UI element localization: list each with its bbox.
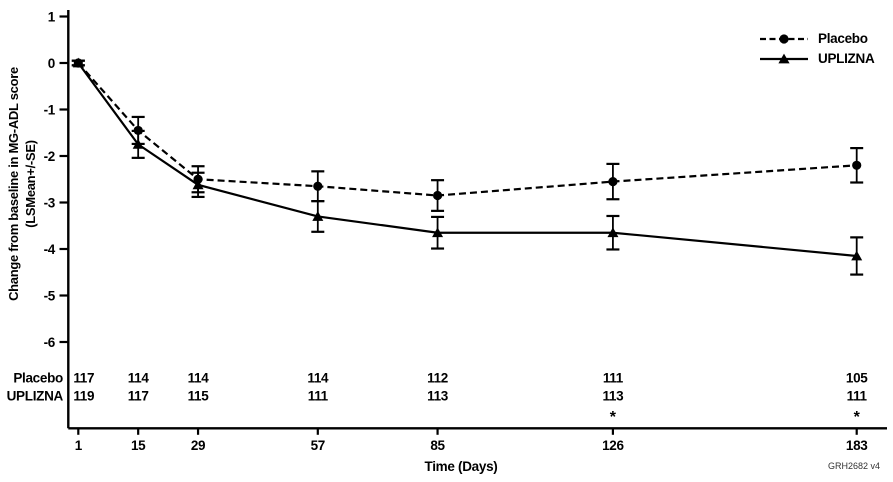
n-at-risk-value: 113 [427, 389, 449, 404]
placebo-point-marker [313, 181, 323, 191]
y-axis-title-line1: Change from baseline in MG-ADL score [6, 67, 21, 301]
x-tick-label: 57 [311, 438, 325, 453]
n-at-risk-value: 111 [847, 389, 868, 404]
figure-version-id: GRH2682 v4 [827, 461, 880, 471]
n-at-risk-value: 105 [846, 371, 868, 386]
n-at-risk-value: 115 [188, 389, 210, 404]
placebo-point-marker [608, 176, 618, 187]
y-axis-title: Change from baseline in MG-ADL score (LS… [5, 67, 39, 301]
y-tick-label: -1 [44, 102, 56, 117]
y-tick-label: 1 [48, 9, 56, 24]
placebo-point-marker [432, 190, 443, 201]
y-tick-label: -2 [44, 149, 55, 164]
significance-asterisk: * [854, 409, 861, 426]
placebo-point-marker [193, 174, 203, 184]
n-at-risk-value: 117 [73, 371, 94, 386]
uplizna-point-marker [72, 57, 84, 68]
legend-item-uplizna: UPLIZNA [759, 51, 875, 66]
n-at-risk-value: 111 [603, 371, 624, 386]
n-at-risk-value: 114 [188, 371, 210, 386]
legend-item-placebo: Placebo [759, 31, 874, 46]
n-at-risk-value: 114 [128, 371, 150, 386]
uplizna-line [77, 62, 857, 258]
y-axis-title-line2: (LSMean+/-SE) [23, 140, 38, 228]
x-tick-label: 126 [602, 438, 624, 453]
y-tick-label: -6 [44, 335, 56, 350]
x-tick-label: 183 [846, 438, 868, 453]
y-tick-label: -4 [44, 242, 56, 257]
legend-label-uplizna: UPLIZNA [818, 51, 875, 66]
x-axis-title: Time (Days) [424, 459, 498, 474]
n-at-risk-value: 117 [128, 389, 149, 404]
y-tick-label: 0 [48, 56, 55, 71]
y-tick-label: -3 [44, 195, 56, 210]
uplizna-point-marker [851, 250, 863, 261]
x-tick-label: 85 [430, 438, 445, 453]
placebo-point-marker [133, 125, 143, 136]
placebo-point-marker [852, 160, 862, 170]
n-at-risk-value: 114 [307, 371, 329, 386]
x-tick-label: 15 [131, 438, 146, 453]
n-row-label-uplizna: UPLIZNA [7, 389, 64, 404]
solid-line-triangle-marker-icon [760, 53, 808, 63]
uplizna-point-marker [607, 227, 619, 238]
x-tick-label: 1 [75, 438, 83, 453]
n-at-risk-value: 119 [73, 389, 94, 404]
uplizna-point-marker [312, 211, 324, 221]
legend-label-placebo: Placebo [818, 31, 868, 46]
placebo-line [77, 62, 857, 197]
x-tick-label: 29 [191, 438, 205, 453]
uplizna-point-marker [432, 227, 444, 238]
n-at-risk-value: 112 [427, 371, 448, 386]
n-at-risk-value: 113 [602, 389, 624, 404]
uplizna-point-marker [192, 179, 204, 190]
significance-asterisk: * [610, 409, 617, 426]
legend: Placebo UPLIZNA [759, 31, 875, 66]
n-at-risk-value: 111 [308, 389, 329, 404]
uplizna-point-marker [132, 138, 144, 149]
n-row-label-placebo: Placebo [13, 371, 63, 386]
dashed-line-circle-marker-icon [760, 33, 808, 44]
y-tick-label: -5 [44, 288, 56, 303]
